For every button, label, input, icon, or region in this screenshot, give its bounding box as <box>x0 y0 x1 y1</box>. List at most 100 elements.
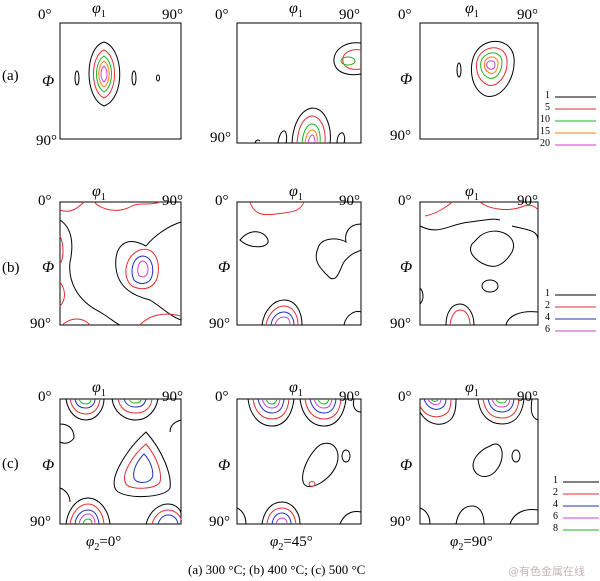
watermark: @有色金属在线 <box>508 564 585 578</box>
contours <box>59 201 182 326</box>
legend-item-label: 5 <box>545 102 550 113</box>
legend-item-label: 6 <box>545 324 550 335</box>
row-a: (a) 0° φ1 90° Φ 90° 0° φ1 <box>2 0 596 149</box>
x-axis-start-label: 0° <box>398 193 412 209</box>
x-axis-start-label: 0° <box>38 193 52 209</box>
panel-frame <box>59 201 182 326</box>
contours <box>59 398 182 525</box>
panel-frame <box>236 398 362 525</box>
x-axis-start-label: 0° <box>215 389 229 405</box>
contours <box>74 41 160 107</box>
panel-c3: 0° φ1 90° Φ 90° <box>390 379 539 530</box>
x-axis-end-label: 90° <box>162 7 183 23</box>
legend-c: 1 2 4 6 8 <box>553 475 599 534</box>
panel-frame <box>419 201 539 326</box>
x-axis-start-label: 0° <box>215 193 229 209</box>
panel-frame <box>59 398 182 525</box>
contours <box>239 201 362 326</box>
y-axis-symbol: Φ <box>400 259 412 276</box>
legend-item-label: 6 <box>553 511 558 522</box>
legend-a: 1 5 10 15 20 <box>540 90 596 149</box>
legend-item-label: 1 <box>545 288 550 299</box>
contours <box>419 201 539 326</box>
x-axis-start-label: 0° <box>215 7 229 23</box>
panel-a3: 0° φ1 90° Φ 90° <box>390 0 539 144</box>
contours <box>456 40 515 97</box>
x-axis-end-label: 90° <box>517 389 538 405</box>
y-axis-end-label: 90° <box>390 316 411 332</box>
y-axis-end-label: 90° <box>210 130 231 146</box>
legend-item-label: 1 <box>545 90 550 101</box>
panel-c1: 0° φ1 90° Φ 90° <box>30 379 183 530</box>
x-axis-symbol: φ1 <box>92 0 106 20</box>
y-axis-symbol: Φ <box>42 73 54 90</box>
x-axis-end-label: 90° <box>162 193 183 209</box>
y-axis-end-label: 90° <box>36 133 57 149</box>
legend-item-label: 1 <box>553 475 558 486</box>
x-axis-symbol: φ1 <box>465 0 479 20</box>
contours <box>254 42 362 144</box>
panel-frame <box>419 398 539 525</box>
phi2-labels: φ2=0° φ2=45° φ2=90° <box>86 534 493 553</box>
x-axis-end-label: 90° <box>517 7 538 23</box>
legend-item-label: 15 <box>540 126 550 137</box>
x-axis-end-label: 90° <box>339 193 360 209</box>
y-axis-symbol: Φ <box>42 457 54 474</box>
y-axis-symbol: Φ <box>400 71 412 88</box>
x-axis-symbol: φ1 <box>465 379 479 399</box>
legend-b: 1 2 4 6 <box>545 288 596 335</box>
y-axis-end-label: 90° <box>209 514 230 530</box>
y-axis-symbol: Φ <box>218 457 230 474</box>
legend-item-label: 8 <box>553 523 558 534</box>
x-axis-start-label: 0° <box>398 389 412 405</box>
row-c: (c) 0° φ1 90° Φ 90° <box>2 379 599 534</box>
x-axis-start-label: 0° <box>398 7 412 23</box>
legend-item-label: 10 <box>540 114 550 125</box>
panel-frame <box>59 22 182 140</box>
panel-frame <box>236 201 362 326</box>
x-axis-start-label: 0° <box>38 389 52 405</box>
figure-caption: (a) 300 °C; (b) 400 °C; (c) 500 °C <box>188 562 365 577</box>
row-label-b: (b) <box>2 260 20 276</box>
y-axis-symbol: Φ <box>218 259 230 276</box>
contours <box>236 398 362 525</box>
x-axis-symbol: φ1 <box>92 183 106 203</box>
y-axis-symbol: Φ <box>42 259 54 276</box>
panel-b1: 0° φ1 90° Φ 90° <box>30 183 183 332</box>
row-label-c: (c) <box>2 456 19 472</box>
row-label-a: (a) <box>2 68 19 84</box>
x-axis-symbol: φ1 <box>465 183 479 203</box>
x-axis-end-label: 90° <box>517 193 538 209</box>
x-axis-symbol: φ1 <box>92 379 106 399</box>
phi2-label-col1: φ2=0° <box>86 534 121 553</box>
panel-frame <box>419 22 539 140</box>
panel-frame <box>236 22 362 144</box>
panel-a1: 0° φ1 90° Φ 90° <box>36 0 183 149</box>
y-axis-end-label: 90° <box>30 514 51 530</box>
x-axis-start-label: 0° <box>38 7 52 23</box>
legend-item-label: 4 <box>545 312 550 323</box>
legend-item-label: 20 <box>540 138 550 149</box>
row-b: (b) 0° φ1 90° Φ 90° <box>2 183 596 335</box>
y-axis-end-label: 90° <box>209 316 230 332</box>
phi2-label-col2: φ2=45° <box>270 534 313 553</box>
panel-a2: 0° φ1 90° 90° <box>210 0 362 146</box>
legend-item-label: 2 <box>553 487 558 498</box>
x-axis-symbol: φ1 <box>289 0 303 20</box>
legend-item-label: 2 <box>545 300 550 311</box>
y-axis-end-label: 90° <box>390 128 411 144</box>
x-axis-symbol: φ1 <box>289 183 303 203</box>
x-axis-end-label: 90° <box>339 389 360 405</box>
x-axis-symbol: φ1 <box>289 379 303 399</box>
y-axis-end-label: 90° <box>30 316 51 332</box>
panel-b2: 0° φ1 90° Φ 90° <box>209 183 362 332</box>
legend-item-label: 4 <box>553 499 558 510</box>
panel-c2: 0° φ1 90° Φ 90° <box>209 379 362 530</box>
x-axis-end-label: 90° <box>339 7 360 23</box>
y-axis-end-label: 90° <box>390 514 411 530</box>
y-axis-symbol: Φ <box>400 457 412 474</box>
x-axis-end-label: 90° <box>162 389 183 405</box>
contours <box>419 398 539 525</box>
phi2-label-col3: φ2=90° <box>450 534 493 553</box>
